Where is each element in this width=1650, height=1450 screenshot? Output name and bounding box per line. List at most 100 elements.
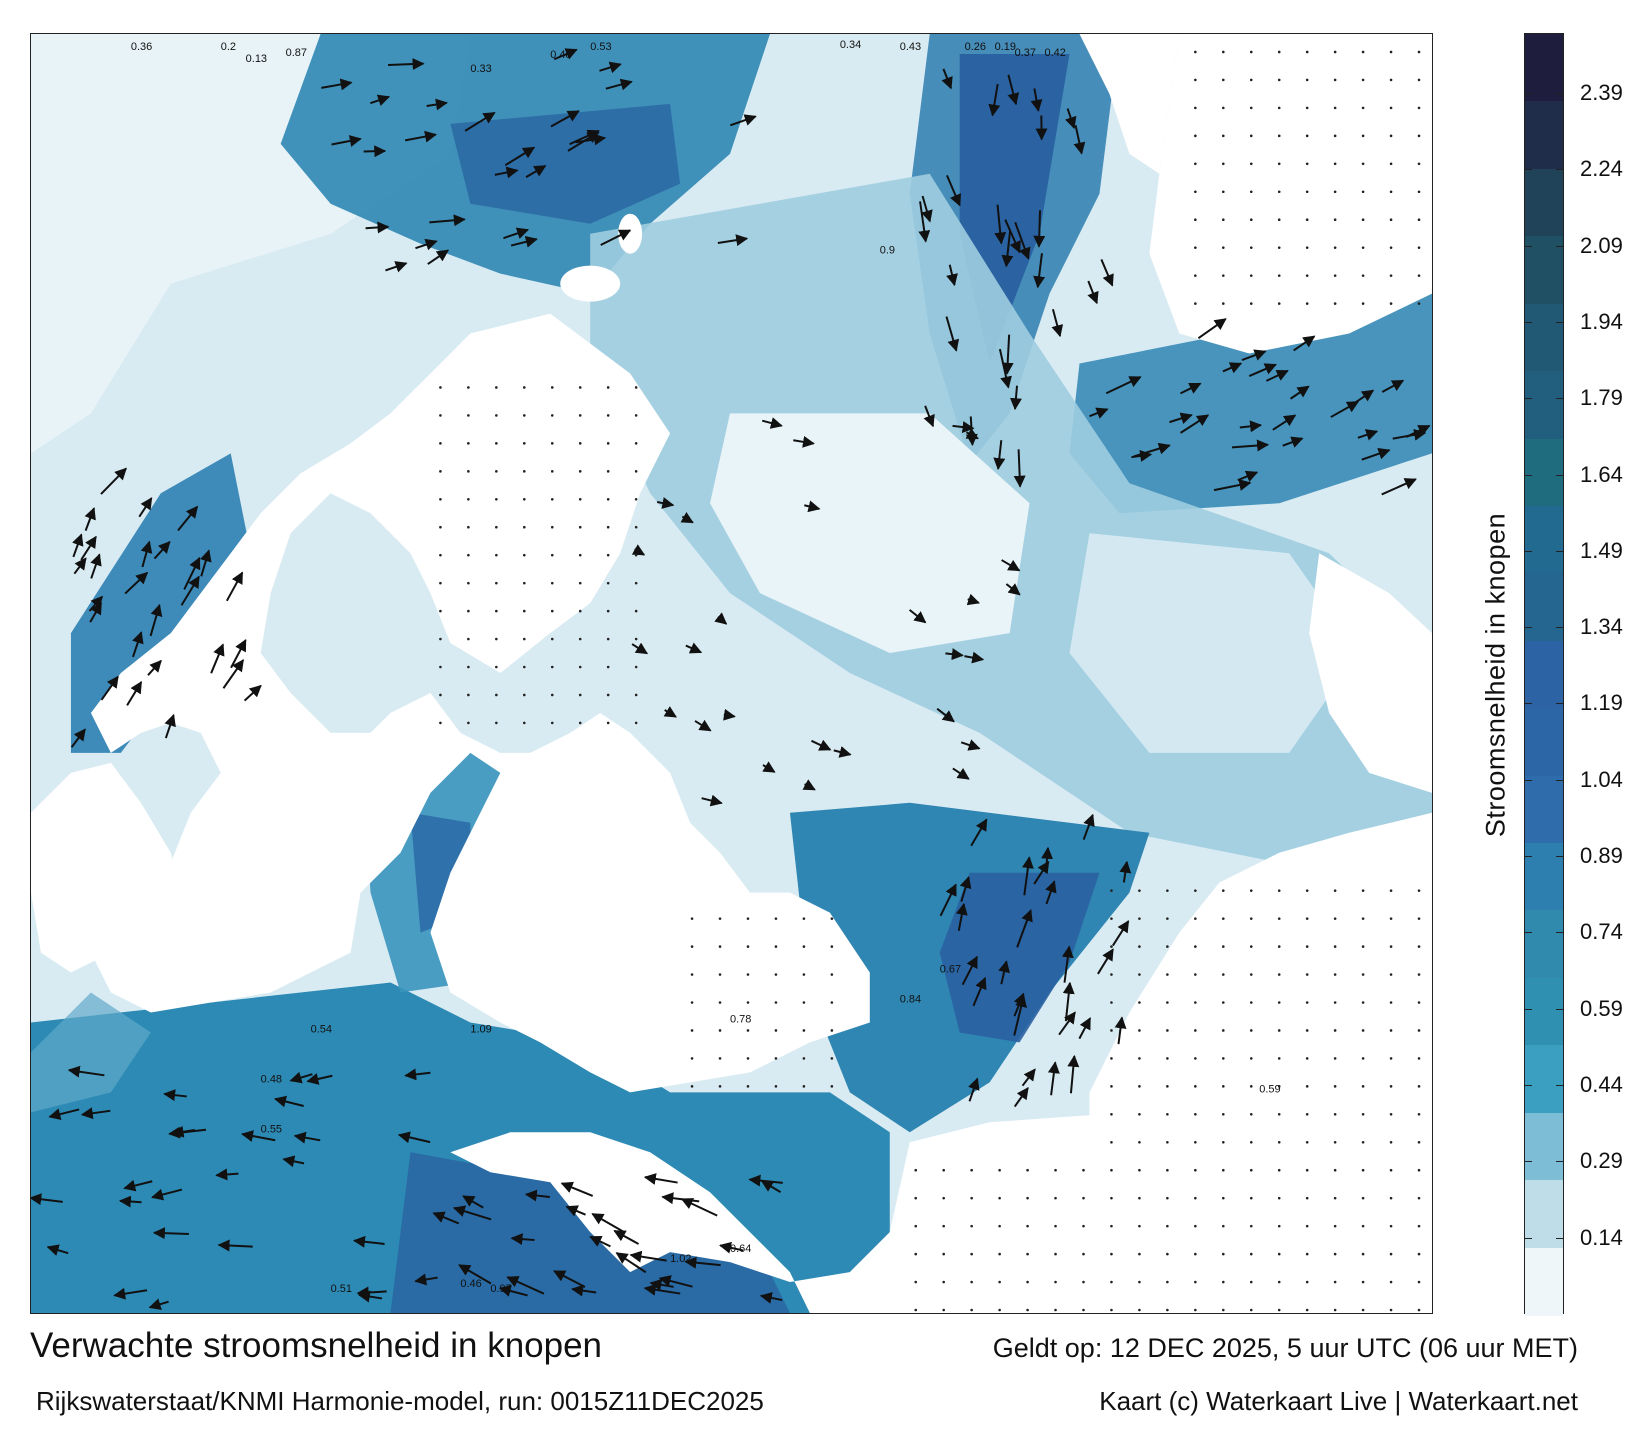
current-arrow	[225, 571, 244, 602]
current-arrow	[504, 146, 536, 167]
grid-dot	[746, 917, 750, 920]
current-arrow	[152, 1227, 189, 1240]
grid-dot	[1389, 1224, 1393, 1228]
current-arrow	[1021, 856, 1034, 896]
current-arrow	[680, 511, 694, 524]
grid-dot	[1277, 134, 1281, 138]
current-arrow	[966, 593, 980, 606]
grid-dot	[1305, 1001, 1309, 1004]
grid-dot	[1277, 162, 1281, 166]
grid-dot	[746, 945, 750, 948]
grid-dot	[1138, 1224, 1141, 1228]
current-arrow	[171, 1125, 196, 1138]
current-arrow	[1405, 424, 1431, 438]
grid-dot	[1026, 1196, 1029, 1200]
colorbar-tick-mark	[1556, 245, 1564, 247]
colorbar-tick-label: 2.39	[1580, 80, 1623, 105]
current-arrow	[802, 779, 816, 791]
grid-dot	[1361, 1308, 1365, 1312]
grid-dot	[1249, 973, 1253, 976]
current-arrow	[631, 544, 646, 556]
grid-dot	[606, 609, 610, 613]
current-arrow	[994, 204, 1007, 245]
grid-dot	[439, 414, 442, 417]
grid-dot	[1194, 190, 1197, 194]
current-arrow	[965, 428, 979, 440]
speed-label: 0.43	[900, 41, 921, 53]
grid-dot	[1138, 1196, 1141, 1200]
colorbar-tick-mark	[1556, 1008, 1564, 1010]
current-arrow	[761, 417, 783, 429]
current-arrow	[1001, 334, 1014, 375]
grid-dot	[1305, 1168, 1309, 1172]
grid-dot	[1305, 889, 1309, 892]
grid-dot	[1305, 945, 1309, 948]
grid-dot	[1054, 1196, 1057, 1200]
grid-dot	[1361, 1224, 1365, 1228]
colorbar	[1524, 33, 1564, 1316]
colorbar-tick-mark	[1524, 550, 1532, 552]
current-arrow	[1231, 439, 1270, 452]
grid-dot	[1110, 1113, 1113, 1116]
current-arrow	[1097, 948, 1114, 975]
colorbar-tick-label: 1.79	[1580, 385, 1623, 411]
grid-dot	[578, 693, 582, 697]
grid-dot	[998, 1308, 1001, 1312]
grid-dot	[1361, 302, 1365, 305]
current-arrow	[524, 1189, 550, 1202]
grid-dot	[606, 581, 610, 585]
current-arrow	[553, 1270, 586, 1288]
grid-dot	[1333, 274, 1337, 277]
grid-dot	[1361, 1280, 1365, 1284]
current-arrow	[605, 78, 633, 91]
grid-dot	[1389, 1252, 1393, 1256]
current-arrow	[183, 556, 201, 590]
colorbar-tick-mark	[1556, 398, 1564, 400]
grid-dot	[1249, 1113, 1253, 1116]
grid-dot	[1333, 1140, 1337, 1144]
grid-dot	[914, 1196, 918, 1200]
current-arrow	[1047, 1061, 1060, 1096]
grid-dot	[1389, 1280, 1393, 1284]
grid-dot	[914, 1168, 918, 1172]
continental-land	[1089, 812, 1432, 1313]
grid-dot	[1389, 162, 1393, 166]
grid-dot	[1054, 1280, 1057, 1284]
grid-dot	[578, 386, 582, 389]
colorbar-tick-label: 0.29	[1580, 1148, 1623, 1174]
colorbar-tick-label: 1.49	[1580, 537, 1623, 563]
grid-dot	[1389, 1057, 1393, 1060]
grid-dot	[1221, 889, 1225, 892]
grid-dot	[606, 414, 610, 417]
grid-dot	[522, 525, 526, 529]
current-arrow	[1064, 108, 1077, 130]
grid-dot	[467, 693, 470, 697]
current-arrow	[464, 111, 496, 132]
colorbar-tick-mark	[1556, 1084, 1564, 1086]
grid-dot	[1221, 78, 1225, 82]
grid-dot	[606, 442, 610, 445]
colorbar-segment	[1525, 1180, 1563, 1249]
current-arrow	[458, 1264, 492, 1285]
current-arrow	[560, 1181, 594, 1197]
speed-labels: 0.36 0.2 0.13 0.87 0.33 0.48 0.53 0.34 0.43 0.26 0…	[131, 39, 1281, 1295]
grid-dot	[1389, 134, 1393, 138]
grid-dot	[1305, 1029, 1309, 1032]
grid-dot	[606, 470, 610, 473]
speed-label: 0.34	[840, 39, 861, 51]
current-arrow	[1082, 813, 1095, 840]
grid-dot	[1221, 1252, 1225, 1256]
grid-dot	[1138, 1140, 1141, 1144]
current-arrow	[759, 1292, 783, 1304]
speed-label: 0.51	[331, 1283, 352, 1295]
grid-dot	[1277, 1224, 1281, 1228]
current-arrow	[1073, 124, 1086, 155]
grid-dot	[1277, 190, 1281, 194]
grid-dot	[1026, 1224, 1029, 1228]
grid-dot	[495, 581, 498, 585]
grid-dot	[1110, 1140, 1113, 1144]
current-arrow	[571, 1284, 597, 1297]
grid-dot	[634, 581, 638, 585]
grid-dot	[1138, 1252, 1141, 1256]
current-arrow	[356, 1286, 387, 1299]
